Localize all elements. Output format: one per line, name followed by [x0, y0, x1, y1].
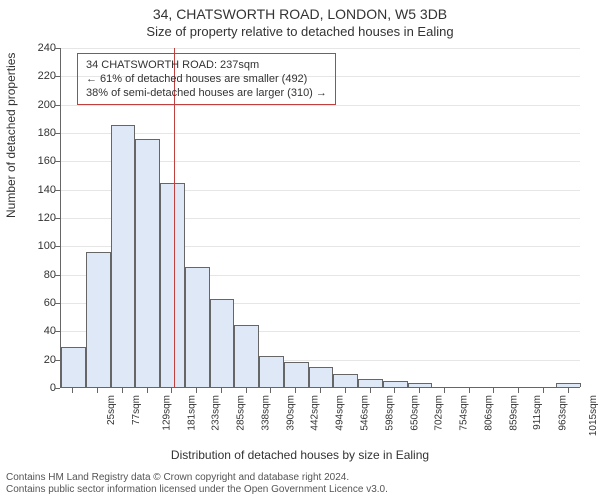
y-tick-label: 140 — [16, 184, 56, 196]
y-tick-label: 220 — [16, 70, 56, 82]
x-tick-label: 338sqm — [261, 395, 272, 431]
gridline — [61, 133, 580, 134]
footer-note: Contains HM Land Registry data © Crown c… — [6, 472, 388, 496]
x-tick-label: 806sqm — [483, 395, 494, 431]
y-tick-label: 200 — [16, 99, 56, 111]
histogram-bar — [111, 125, 136, 387]
x-tick-mark — [171, 388, 172, 393]
x-tick-label: 859sqm — [508, 395, 519, 431]
chart-container: 34, CHATSWORTH ROAD, LONDON, W5 3DB Size… — [0, 0, 600, 500]
x-tick-label: 598sqm — [384, 395, 395, 431]
y-tick-label: 40 — [16, 325, 56, 337]
x-tick-mark — [419, 388, 420, 393]
y-tick-mark — [55, 331, 60, 332]
y-tick-mark — [55, 161, 60, 162]
gridline — [61, 48, 580, 49]
y-tick-label: 60 — [16, 297, 56, 309]
y-tick-mark — [55, 360, 60, 361]
y-tick-mark — [55, 246, 60, 247]
histogram-bar — [86, 252, 111, 387]
histogram-bar — [259, 356, 284, 387]
x-tick-mark — [221, 388, 222, 393]
x-tick-label: 650sqm — [409, 395, 420, 431]
histogram-bar — [358, 379, 383, 388]
histogram-bar — [408, 383, 433, 387]
y-tick-mark — [55, 303, 60, 304]
histogram-bar — [234, 325, 259, 387]
annotation-box: 34 CHATSWORTH ROAD: 237sqm← 61% of detac… — [77, 53, 336, 105]
annotation-line: 34 CHATSWORTH ROAD: 237sqm — [86, 58, 327, 72]
y-tick-mark — [55, 218, 60, 219]
x-tick-label: 754sqm — [459, 395, 470, 431]
histogram-bar — [284, 362, 309, 388]
histogram-bar — [210, 299, 235, 387]
x-tick-mark — [444, 388, 445, 393]
y-tick-label: 240 — [16, 42, 56, 54]
y-tick-mark — [55, 76, 60, 77]
footer-line-1: Contains HM Land Registry data © Crown c… — [6, 472, 349, 483]
chart-title-main: 34, CHATSWORTH ROAD, LONDON, W5 3DB — [0, 6, 600, 22]
plot-area: 34 CHATSWORTH ROAD: 237sqm← 61% of detac… — [60, 48, 580, 388]
x-tick-label: 25sqm — [106, 395, 117, 425]
x-tick-label: 129sqm — [161, 395, 172, 431]
x-tick-label: 442sqm — [310, 395, 321, 431]
x-tick-mark — [122, 388, 123, 393]
y-tick-mark — [55, 190, 60, 191]
x-tick-mark — [97, 388, 98, 393]
x-tick-mark — [72, 388, 73, 393]
x-tick-label: 390sqm — [285, 395, 296, 431]
histogram-bar — [556, 383, 581, 387]
annotation-line: 38% of semi-detached houses are larger (… — [86, 86, 327, 100]
x-tick-mark — [493, 388, 494, 393]
x-tick-mark — [568, 388, 569, 393]
x-tick-mark — [518, 388, 519, 393]
x-tick-mark — [147, 388, 148, 393]
histogram-bar — [333, 374, 358, 387]
footer-line-2: Contains public sector information licen… — [6, 484, 388, 495]
x-tick-label: 77sqm — [131, 395, 142, 425]
x-tick-mark — [345, 388, 346, 393]
x-tick-label: 285sqm — [236, 395, 247, 431]
x-axis-title: Distribution of detached houses by size … — [0, 448, 600, 462]
y-tick-label: 160 — [16, 155, 56, 167]
x-tick-mark — [295, 388, 296, 393]
y-tick-label: 180 — [16, 127, 56, 139]
histogram-bar — [61, 347, 86, 387]
x-tick-mark — [320, 388, 321, 393]
y-tick-mark — [55, 105, 60, 106]
histogram-bar — [160, 183, 185, 387]
histogram-bar — [383, 381, 408, 387]
y-tick-label: 100 — [16, 240, 56, 252]
x-tick-mark — [246, 388, 247, 393]
x-tick-mark — [196, 388, 197, 393]
x-tick-label: 911sqm — [532, 395, 543, 430]
y-tick-mark — [55, 48, 60, 49]
y-tick-mark — [55, 275, 60, 276]
x-tick-label: 546sqm — [360, 395, 371, 431]
x-tick-mark — [469, 388, 470, 393]
x-tick-label: 181sqm — [186, 395, 197, 431]
y-tick-label: 0 — [16, 382, 56, 394]
histogram-bar — [185, 267, 210, 387]
y-tick-mark — [55, 388, 60, 389]
x-tick-mark — [543, 388, 544, 393]
x-tick-mark — [270, 388, 271, 393]
x-tick-label: 702sqm — [434, 395, 445, 431]
annotation-line: ← 61% of detached houses are smaller (49… — [86, 72, 327, 86]
x-tick-label: 233sqm — [211, 395, 222, 431]
histogram-bar — [309, 367, 334, 387]
x-tick-label: 494sqm — [335, 395, 346, 431]
y-tick-label: 20 — [16, 354, 56, 366]
y-tick-mark — [55, 133, 60, 134]
y-tick-label: 120 — [16, 212, 56, 224]
histogram-bar — [135, 139, 160, 387]
x-tick-mark — [370, 388, 371, 393]
x-tick-label: 963sqm — [558, 395, 569, 431]
y-tick-label: 80 — [16, 269, 56, 281]
x-tick-mark — [394, 388, 395, 393]
chart-title-sub: Size of property relative to detached ho… — [0, 24, 600, 39]
x-tick-label: 1015sqm — [588, 395, 599, 436]
